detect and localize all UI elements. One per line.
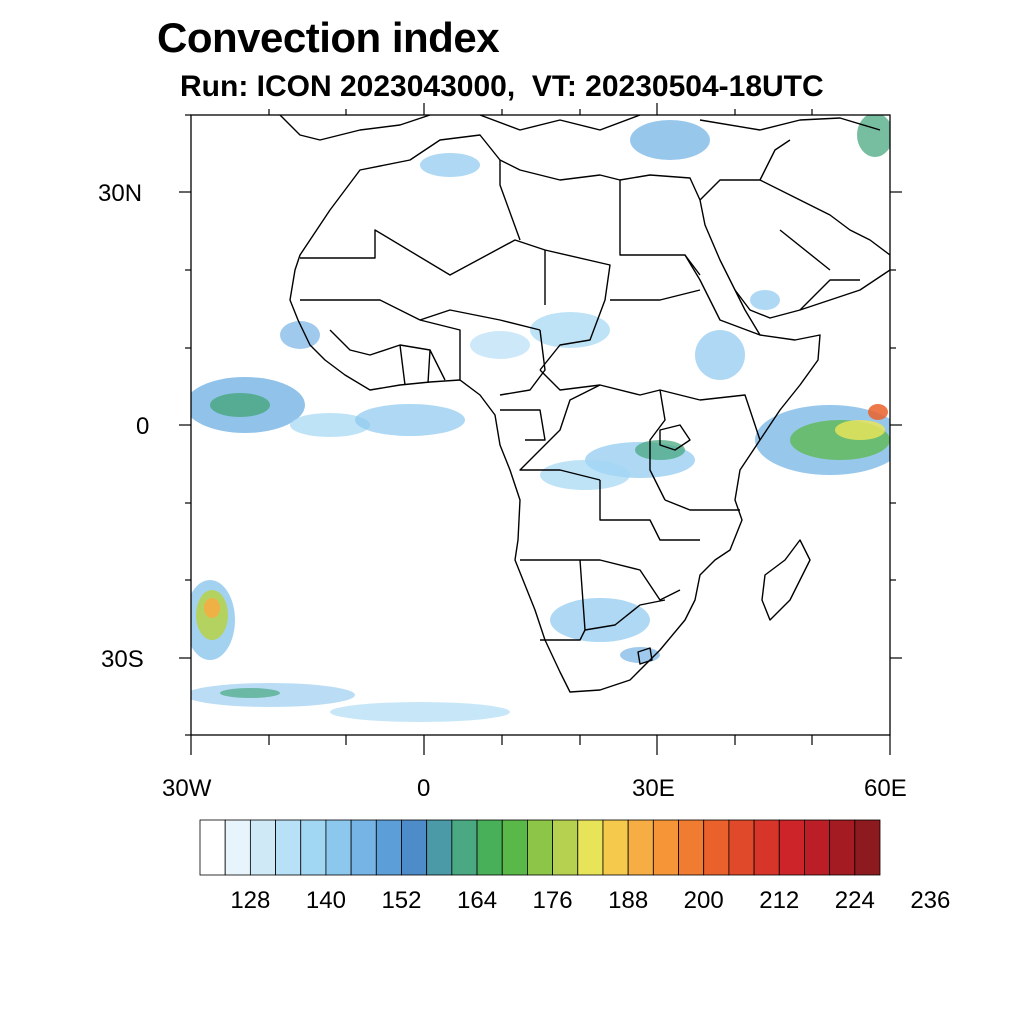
lake-outline: [659, 424, 691, 451]
colorbar-tick-label: 128: [230, 887, 271, 914]
colorbar-swatch: [728, 819, 755, 876]
madagascar-coastline: [761, 539, 811, 621]
colorbar-swatch: [778, 819, 805, 876]
colorbar-swatch: [476, 819, 503, 876]
convection-cell: [857, 115, 890, 157]
lon-label-30e: 30E: [632, 775, 675, 802]
country-border: [499, 160, 521, 241]
colorbar-swatch: [678, 819, 705, 876]
colorbar-swatch: [375, 819, 402, 876]
colorbar-tick-label: 200: [683, 887, 724, 914]
colorbar-swatch: [275, 819, 302, 876]
country-border: [619, 180, 701, 276]
colorbar-tick-label: 236: [910, 887, 951, 914]
colorbar-swatch: [199, 819, 226, 876]
country-border: [649, 389, 666, 501]
colorbar-swatch: [602, 819, 629, 876]
colorbar-swatch: [552, 819, 579, 876]
colorbar-swatch: [426, 819, 453, 876]
colorbar-tick-label: 152: [381, 887, 422, 914]
colorbar-swatch: [627, 819, 654, 876]
country-border: [539, 249, 611, 371]
country-border: [539, 369, 701, 401]
lat-label-30n: 30N: [98, 180, 143, 207]
colorbar-swatch: [501, 819, 528, 876]
axis-ticks: [179, 103, 902, 755]
europe-coastline: [279, 115, 881, 141]
colorbar-swatch: [527, 819, 553, 876]
convection-cell: [330, 702, 510, 722]
arabia-coastline: [699, 179, 890, 319]
lat-label-0: 0: [136, 413, 150, 440]
convection-cell: [835, 420, 885, 440]
colorbar-swatch: [224, 819, 251, 876]
convection-cell: [750, 290, 780, 310]
colorbar-swatch: [652, 819, 679, 876]
convection-cell: [220, 688, 280, 698]
colorbar-tick-label: 188: [608, 887, 649, 914]
colorbar-swatch: [804, 819, 831, 876]
country-border: [329, 329, 446, 381]
convection-cell: [630, 120, 710, 160]
colorbar-swatch: [451, 819, 478, 876]
convection-cell: [470, 331, 530, 359]
country-border: [610, 289, 701, 301]
convection-cell: [290, 413, 370, 437]
colorbar-tick-label: 140: [305, 887, 346, 914]
country-border: [300, 229, 546, 305]
colorbar-swatch: [703, 819, 730, 876]
lon-label-0: 0: [417, 775, 431, 802]
run-subtitle: Run: ICON 2023043000, VT: 20230504-18UTC: [180, 70, 824, 103]
convection-cell: [420, 153, 480, 177]
convection-cell: [280, 321, 320, 349]
lon-label-60e: 60E: [864, 775, 907, 802]
lesotho-outline: [637, 647, 653, 665]
colorbar-tick-label: 164: [457, 887, 498, 914]
colorbar-swatch: [249, 819, 276, 876]
lat-label-30s: 30S: [101, 646, 144, 673]
convection-cell: [868, 404, 888, 420]
country-border: [699, 394, 761, 441]
colorbar-tick-label: 176: [532, 887, 573, 914]
africa-coastline: [289, 134, 821, 693]
colorbar: [199, 819, 881, 876]
convection-cell: [635, 440, 685, 460]
country-border: [599, 480, 700, 541]
country-border: [519, 384, 601, 481]
colorbar-swatch: [829, 819, 856, 876]
country-border: [664, 499, 740, 511]
country-border: [399, 344, 431, 386]
convection-cell: [550, 598, 650, 642]
convection-cell: [355, 404, 465, 436]
colorbar-swatch: [753, 819, 780, 876]
country-border: [684, 254, 761, 336]
colorbar-swatch: [401, 819, 428, 876]
country-border: [540, 629, 586, 641]
page-title: Convection index: [157, 14, 500, 61]
colorbar-tick-label: 212: [759, 887, 800, 914]
colorbar-swatch: [577, 819, 604, 876]
country-border: [579, 559, 666, 631]
lon-label-30w: 30W: [162, 775, 212, 802]
convection-cell: [210, 393, 270, 417]
country-border: [759, 139, 860, 311]
convection-cell: [695, 330, 745, 380]
country-border: [419, 309, 541, 331]
colorbar-swatch: [325, 819, 352, 876]
colorbar-tick-label: 224: [834, 887, 875, 914]
convection-cell: [204, 598, 220, 618]
country-border: [500, 409, 546, 441]
colorbar-swatch: [350, 819, 377, 876]
convection-cell: [540, 460, 630, 490]
colorbar-swatch: [854, 819, 881, 876]
country-border: [499, 329, 546, 396]
convection-field: [191, 115, 890, 722]
country-border: [520, 559, 681, 601]
coastline-outline: [279, 115, 890, 693]
country-border: [300, 299, 461, 380]
colorbar-swatch: [300, 819, 327, 876]
